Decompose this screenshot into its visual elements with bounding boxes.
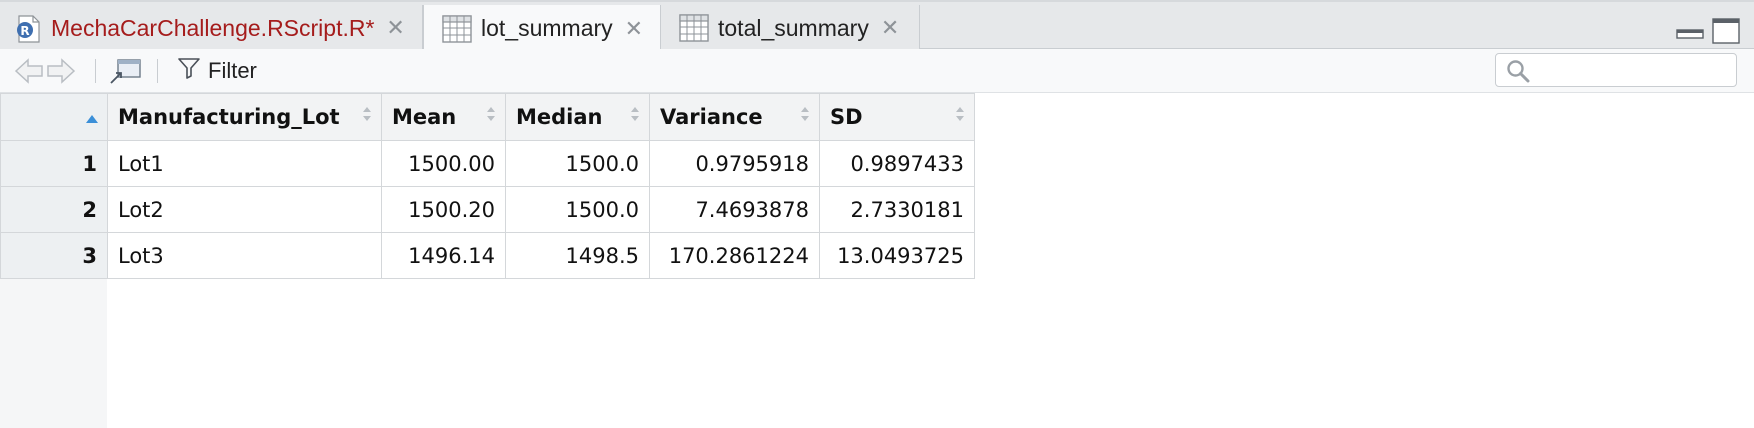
cell-median: 1500.0 <box>505 186 650 233</box>
table-row: 2 Lot2 1500.20 1500.0 7.4693878 2.733018… <box>0 186 975 233</box>
cell-mean: 1496.14 <box>381 232 506 279</box>
r-script-icon: R <box>16 15 42 43</box>
tab-label: total_summary <box>718 14 869 41</box>
tab-mechacar-script[interactable]: R MechaCarChallenge.RScript.R* ✕ <box>0 5 423 51</box>
cell-sd: 2.7330181 <box>819 186 975 233</box>
filter-label: Filter <box>208 58 257 83</box>
close-icon[interactable]: ✕ <box>624 15 644 41</box>
data-viewer-toolbar: Filter <box>0 49 1754 93</box>
minimize-pane-icon[interactable] <box>1676 18 1704 49</box>
data-grid-icon <box>679 14 709 42</box>
search-input[interactable] <box>1536 57 1730 85</box>
toolbar-separator <box>95 59 96 83</box>
show-in-new-window-icon[interactable] <box>109 57 143 90</box>
cell-manufacturing-lot: Lot1 <box>107 140 382 187</box>
cell-variance: 0.9795918 <box>649 140 820 187</box>
sort-arrows-icon <box>630 104 640 122</box>
search-icon <box>1506 59 1530 88</box>
row-index-header[interactable] <box>0 93 108 141</box>
maximize-pane-icon[interactable] <box>1712 18 1740 49</box>
toolbar-separator <box>157 59 158 83</box>
tab-lot-summary[interactable]: lot_summary ✕ <box>423 5 661 52</box>
cell-variance: 170.2861224 <box>649 232 820 279</box>
cell-median: 1498.5 <box>505 232 650 279</box>
data-grid-icon <box>442 14 472 43</box>
close-icon[interactable]: ✕ <box>386 15 405 40</box>
tab-label: lot_summary <box>481 15 613 41</box>
cell-median: 1500.0 <box>505 140 650 187</box>
tab-total-summary[interactable]: total_summary ✕ <box>661 5 920 51</box>
funnel-icon <box>178 57 200 85</box>
sort-ascending-icon <box>85 105 99 129</box>
column-header-manufacturing-lot[interactable]: Manufacturing_Lot <box>107 93 382 141</box>
column-header-median[interactable]: Median <box>505 93 650 141</box>
editor-tab-bar: R MechaCarChallenge.RScript.R* ✕ lot_sum… <box>0 0 1754 52</box>
column-header-variance[interactable]: Variance <box>649 93 820 141</box>
cell-sd: 0.9897433 <box>819 140 975 187</box>
row-index: 2 <box>0 186 108 233</box>
column-header-label: SD <box>830 105 863 129</box>
cell-variance: 7.4693878 <box>649 186 820 233</box>
header-row: Manufacturing_Lot Mean Median <box>0 93 975 141</box>
cell-mean: 1500.00 <box>381 140 506 187</box>
data-viewer-area: Manufacturing_Lot Mean Median <box>0 93 1754 428</box>
column-header-label: Mean <box>392 105 457 129</box>
cell-manufacturing-lot: Lot2 <box>107 186 382 233</box>
row-index: 1 <box>0 140 108 187</box>
cell-mean: 1500.20 <box>381 186 506 233</box>
cell-manufacturing-lot: Lot3 <box>107 232 382 279</box>
pane-window-controls <box>1676 18 1740 49</box>
data-table: Manufacturing_Lot Mean Median <box>0 93 975 279</box>
table-row: 1 Lot1 1500.00 1500.0 0.9795918 0.989743… <box>0 140 975 187</box>
column-header-label: Manufacturing_Lot <box>118 105 340 129</box>
column-header-label: Median <box>516 105 603 129</box>
column-header-sd[interactable]: SD <box>819 93 975 141</box>
table-row: 3 Lot3 1496.14 1498.5 170.2861224 13.049… <box>0 232 975 279</box>
close-icon[interactable]: ✕ <box>880 15 900 40</box>
svg-text:R: R <box>20 24 29 38</box>
tab-label: MechaCarChallenge.RScript.R* <box>51 14 375 41</box>
cell-sd: 13.0493725 <box>819 232 975 279</box>
sort-arrows-icon <box>486 104 496 122</box>
sort-arrows-icon <box>955 104 965 122</box>
column-header-mean[interactable]: Mean <box>381 93 506 141</box>
back-arrow-icon[interactable] <box>14 58 44 89</box>
row-index: 3 <box>0 232 108 279</box>
filter-button[interactable]: Filter <box>178 57 257 85</box>
sort-arrows-icon <box>362 104 372 122</box>
search-box[interactable] <box>1495 53 1737 87</box>
sort-arrows-icon <box>800 104 810 122</box>
column-header-label: Variance <box>660 105 763 129</box>
forward-arrow-icon[interactable] <box>46 58 76 89</box>
